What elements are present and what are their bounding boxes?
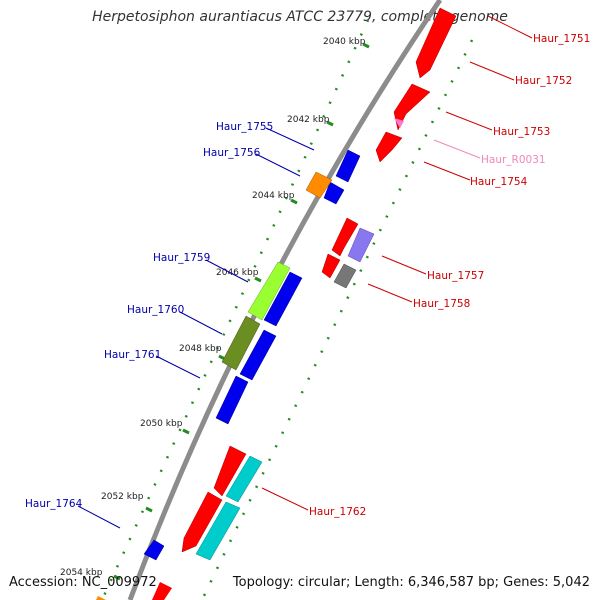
gene-arrow-haur-1759[interactable]: [247, 261, 291, 321]
gene-label-haur-1760[interactable]: Haur_1760: [127, 304, 184, 316]
inner-dotted-track: [100, 19, 370, 600]
tick-label: 2042 kbp: [287, 115, 330, 125]
tick-label: 2044 kbp: [252, 191, 295, 201]
gene-arrow-haur-1762b[interactable]: [225, 455, 263, 503]
gene-arrow-orange[interactable]: [305, 171, 333, 199]
gene-arrow-haur-1760[interactable]: [221, 315, 261, 371]
gene-label-haur-1762[interactable]: Haur_1762: [309, 506, 366, 518]
gene-label-haur-1757[interactable]: Haur_1757: [427, 270, 484, 282]
gene-label-haur-1756[interactable]: Haur_1756: [203, 147, 261, 159]
gene-arrow-haur-1762a[interactable]: [213, 445, 247, 497]
gene-label-haur-1759[interactable]: Haur_1759: [153, 252, 210, 264]
gene-label-haur-1753[interactable]: Haur_1753: [493, 126, 550, 138]
reverse-genes: [96, 149, 361, 600]
gene-arrow-haur-1757a[interactable]: [331, 217, 359, 257]
gene-label-haur-1758[interactable]: Haur_1758: [413, 298, 470, 310]
gene-arrow-haur-1757b[interactable]: [347, 227, 375, 263]
gene-arrow-haur-1761a[interactable]: [239, 329, 277, 381]
gene-arrow-haur-1762d[interactable]: [195, 501, 241, 561]
gene-arrow-haur-1758b[interactable]: [333, 263, 357, 289]
gene-label-haur-1764[interactable]: Haur_1764: [25, 498, 83, 510]
map-title: Herpetosiphon aurantiacus ATCC 23779, co…: [92, 9, 508, 25]
gene-arrow-bottom-red[interactable]: [152, 582, 172, 600]
gene-arrow-haur-1756[interactable]: [323, 181, 345, 205]
forward-genes: [152, 7, 457, 600]
accession-text: Accession: NC_009972: [9, 575, 157, 590]
gene-arrow-bottom-orange: [96, 596, 106, 600]
gene-arrow-haur-1761b[interactable]: [215, 375, 249, 425]
topology-text: Topology: circular; Length: 6,346,587 bp…: [232, 575, 590, 590]
gene-arrow-haur-1751[interactable]: [415, 7, 457, 79]
gene-label-haur-1751[interactable]: Haur_1751: [533, 33, 590, 45]
tick-label: 2054 kbp: [60, 568, 103, 578]
tick-label: 2040 kbp: [323, 37, 366, 47]
gene-arrow-haur-1755[interactable]: [335, 149, 361, 183]
tick-label: 2052 kbp: [101, 492, 144, 502]
tick-marks: [113, 42, 370, 581]
gene-arrow-haur-1753[interactable]: [375, 131, 403, 163]
gene-arrow-haur-1758a[interactable]: [321, 253, 341, 279]
gene-label-haur-1761[interactable]: Haur_1761: [104, 349, 161, 361]
gene-label-haur-r0031[interactable]: Haur_R0031: [481, 154, 546, 166]
gene-arrow-haur-1760-blue[interactable]: [263, 271, 303, 327]
gene-label-haur-1755[interactable]: Haur_1755: [216, 121, 273, 133]
tick-label: 2046 kbp: [216, 268, 259, 278]
gene-arrow-haur-1762c[interactable]: [181, 491, 223, 553]
gene-arrow-haur-r0031[interactable]: [394, 118, 404, 128]
gene-label-haur-1752[interactable]: Haur_1752: [515, 75, 572, 87]
tick-label: 2050 kbp: [140, 419, 183, 429]
callout-lines: [77, 15, 533, 529]
gene-arrow-haur-1764[interactable]: [143, 539, 165, 561]
tick-label: 2048 kbp: [179, 344, 222, 354]
gene-label-haur-1754[interactable]: Haur_1754: [470, 176, 528, 188]
